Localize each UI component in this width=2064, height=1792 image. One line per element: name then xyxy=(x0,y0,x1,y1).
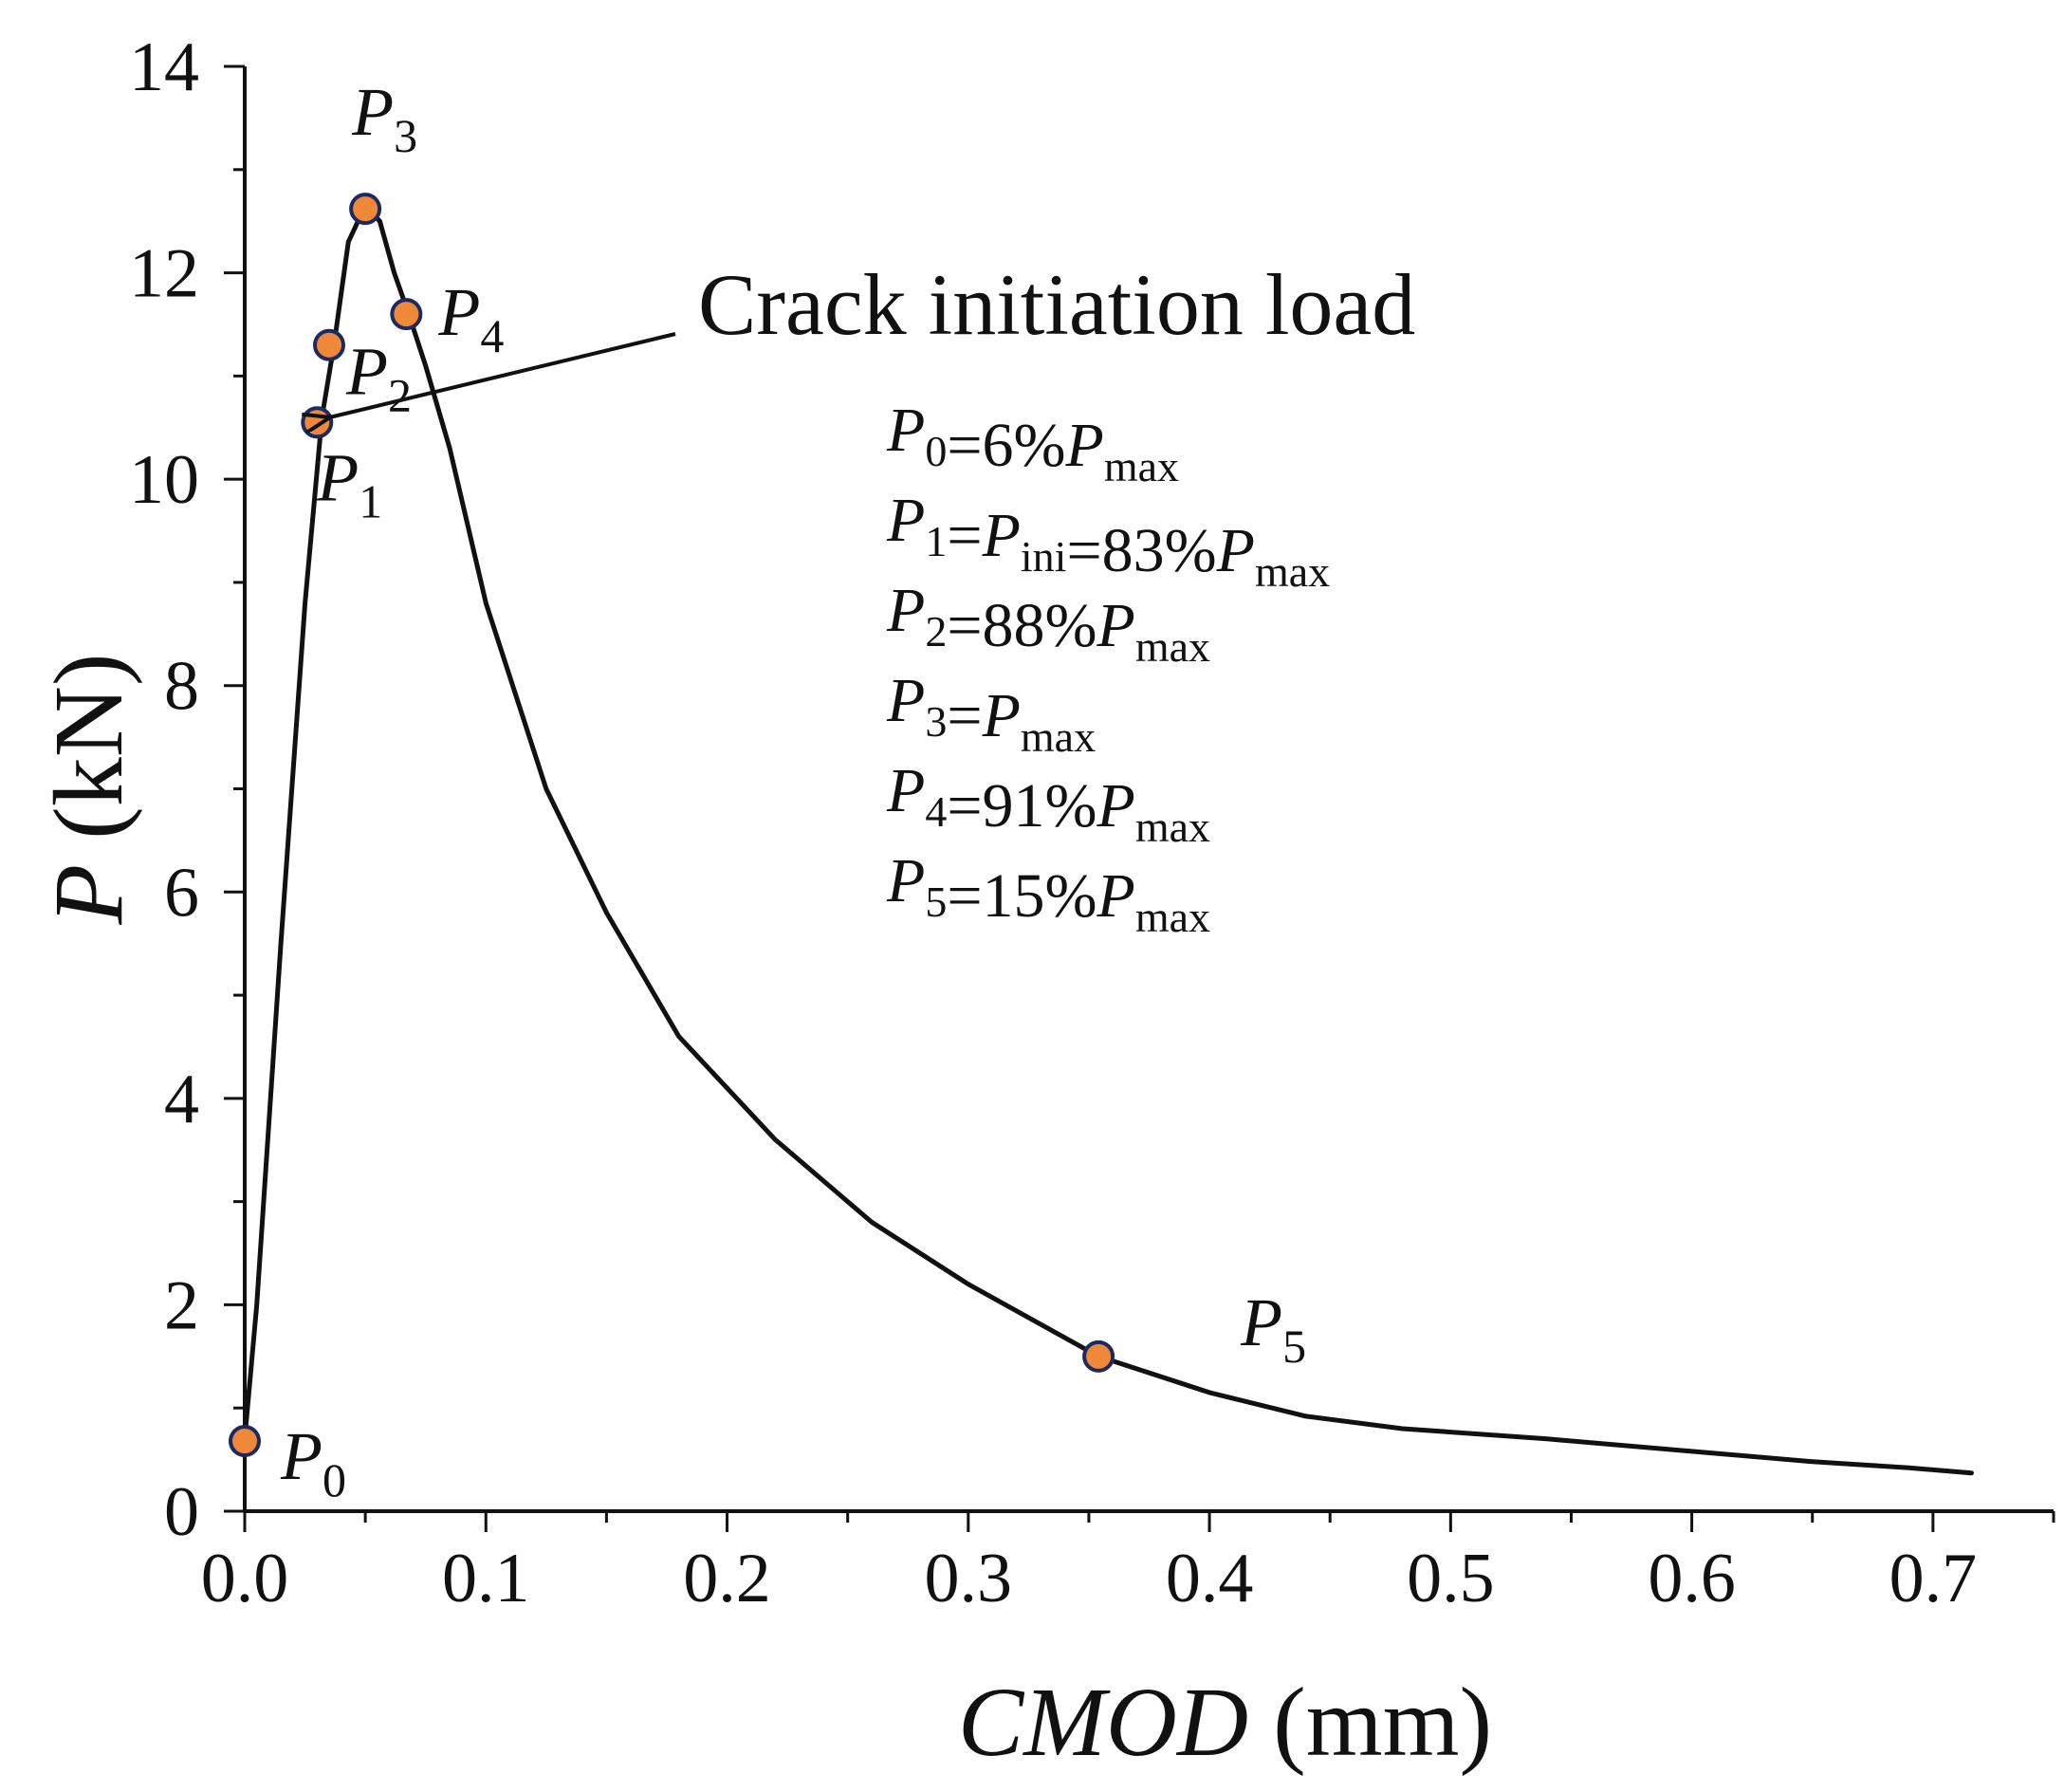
y-tick-label: 8 xyxy=(164,648,199,726)
marker-label-main: P xyxy=(316,439,359,515)
marker-point-p5 xyxy=(1082,1339,1115,1373)
y-tick-label: 14 xyxy=(129,28,199,106)
x-tick-label: 0.7 xyxy=(1889,1540,1978,1617)
y-axis-title: P (kN) xyxy=(34,654,143,926)
marker-label-main: P xyxy=(351,74,394,150)
x-tick-label: 0.3 xyxy=(925,1540,1013,1617)
legend-text: P xyxy=(886,396,925,465)
y-tick-label: 2 xyxy=(164,1266,199,1344)
marker-point-p1 xyxy=(301,406,334,439)
legend-line-0: P0=6%Pmax xyxy=(886,396,1179,490)
marker-label-subscript: 5 xyxy=(1282,1320,1306,1373)
y-tick-label: 12 xyxy=(129,235,199,313)
marker-label-main: P xyxy=(1240,1284,1282,1360)
legend-line-5: P5=15%Pmax xyxy=(886,846,1210,941)
marker-point-p3 xyxy=(349,193,382,226)
x-axis-title-unit: (mm) xyxy=(1248,1668,1492,1777)
x-tick-label: 0.2 xyxy=(683,1540,771,1617)
marker-label-subscript: 1 xyxy=(359,474,382,527)
legend-text: P xyxy=(1216,516,1255,585)
marker-label-p3: P3 xyxy=(351,74,417,162)
x-tick-label: 0.5 xyxy=(1407,1540,1495,1617)
legend-line-4: P4=91%Pmax xyxy=(886,756,1210,851)
legend-text: P xyxy=(886,576,925,645)
marker-label-subscript: 3 xyxy=(394,109,417,162)
legend-text: P xyxy=(982,681,1021,750)
legend-text: =88% xyxy=(947,591,1096,660)
y-axis-title-italic: P xyxy=(34,864,143,926)
legend-subscript: 1 xyxy=(925,517,947,565)
marker-label-subscript: 4 xyxy=(480,309,504,362)
annotation-layer: Crack initiation load xyxy=(330,256,1415,417)
legend-subscript: 2 xyxy=(925,607,947,656)
legend-text: P xyxy=(886,666,925,735)
x-axis-title-italic: CMOD xyxy=(958,1668,1248,1777)
marker-label-p2: P2 xyxy=(345,334,412,422)
y-tick-label: 4 xyxy=(164,1061,199,1138)
annotation-arrow xyxy=(330,332,676,417)
x-tick-label: 0.6 xyxy=(1648,1540,1736,1617)
legend-subscript: 5 xyxy=(925,878,947,926)
legend-line-2: P2=88%Pmax xyxy=(886,576,1210,671)
legend-text: P xyxy=(1096,771,1135,841)
legend-subscript: max xyxy=(1135,893,1210,941)
marker-label-p1: P1 xyxy=(316,439,382,527)
legend-text: = xyxy=(947,501,982,570)
legend-subscript: max xyxy=(1255,547,1330,596)
series-line xyxy=(242,203,1974,1476)
annotation-crack-initiation: Crack initiation load xyxy=(698,256,1415,353)
legend-subscript: 3 xyxy=(925,697,947,746)
marker-label-p0: P0 xyxy=(280,1418,346,1506)
legend-text: P xyxy=(1096,861,1135,931)
y-axis-title-unit: (kN) xyxy=(34,654,143,864)
legend-block: P0=6%PmaxP1=Pini=83%PmaxP2=88%PmaxP3=Pma… xyxy=(886,396,1330,941)
legend-line-3: P3=Pmax xyxy=(886,666,1096,761)
legend-subscript: 0 xyxy=(925,427,947,475)
marker-label-main: P xyxy=(437,274,480,350)
marker-point-p0 xyxy=(229,1425,261,1458)
legend-text: P xyxy=(1096,591,1135,660)
y-tick-label: 6 xyxy=(164,854,199,932)
legend-text: P xyxy=(1065,411,1104,480)
y-tick-label: 0 xyxy=(164,1473,199,1551)
axes: 0.0 0.1 0.2 0.3 0.4 0.5 0.6 0.702468101214CMOD … xyxy=(34,28,2055,1777)
legend-text: = xyxy=(947,681,982,750)
legend-text: =91% xyxy=(947,771,1096,841)
marker-label-subscript: 2 xyxy=(388,369,412,422)
marker-label-p5: P5 xyxy=(1240,1284,1306,1373)
x-tick-label: 0.1 xyxy=(442,1540,530,1617)
legend-text: =15% xyxy=(947,861,1096,931)
legend-text: P xyxy=(886,756,925,825)
legend-subscript: max xyxy=(1104,442,1179,490)
x-tick-label: 0.4 xyxy=(1166,1540,1254,1617)
legend-line-1: P1=Pini=83%Pmax xyxy=(886,486,1330,596)
legend-subscript: ini xyxy=(1021,532,1067,581)
marker-label-main: P xyxy=(280,1418,322,1494)
legend-text: P xyxy=(886,486,925,555)
y-tick-label: 10 xyxy=(129,441,199,519)
marker-label-subscript: 0 xyxy=(322,1453,346,1506)
x-tick-label: 0.0 xyxy=(201,1540,289,1617)
legend-text: P xyxy=(982,501,1021,570)
legend-subscript: max xyxy=(1135,803,1210,851)
legend-text: =6% xyxy=(947,411,1065,480)
legend-subscript: max xyxy=(1021,712,1096,761)
marker-point-p4 xyxy=(390,298,423,331)
marker-label-p4: P4 xyxy=(437,274,504,362)
legend-subscript: 4 xyxy=(925,787,947,836)
marker-label-main: P xyxy=(345,334,388,410)
legend-subscript: max xyxy=(1135,622,1210,671)
legend-text: =83% xyxy=(1066,516,1216,585)
marker-point-p2 xyxy=(312,328,345,361)
curve-layer xyxy=(242,203,1974,1476)
legend-text: P xyxy=(886,846,925,915)
x-axis-title: CMOD (mm) xyxy=(958,1668,1492,1777)
